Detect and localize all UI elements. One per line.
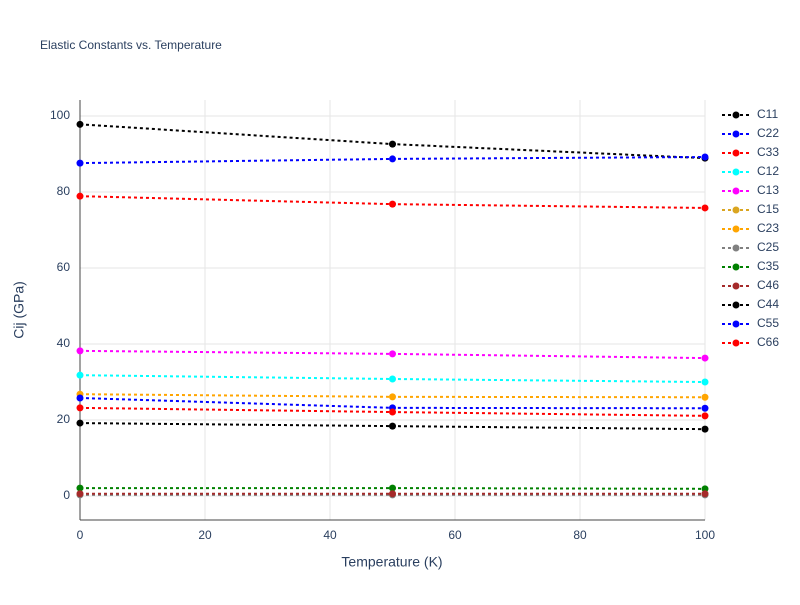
x-tick-label: 100 xyxy=(695,528,715,542)
y-tick-label: 20 xyxy=(57,412,71,426)
data-point xyxy=(76,371,84,379)
data-point xyxy=(389,490,396,498)
legend-label: C15 xyxy=(757,202,779,216)
y-tick-label: 80 xyxy=(57,184,71,198)
x-tick-label: 20 xyxy=(198,528,212,542)
legend-label: C11 xyxy=(757,107,778,121)
x-axis-label: Temperature (K) xyxy=(341,554,442,570)
data-point xyxy=(389,140,396,148)
data-point xyxy=(701,204,709,212)
legend-marker xyxy=(732,282,740,290)
x-tick-label: 80 xyxy=(573,528,587,542)
x-tick-label: 0 xyxy=(77,528,84,542)
legend-label: C23 xyxy=(757,221,779,235)
data-point xyxy=(76,394,84,402)
y-tick-label: 40 xyxy=(57,336,71,350)
data-point xyxy=(701,490,709,498)
data-point xyxy=(701,404,709,412)
legend-marker xyxy=(732,111,740,119)
data-point xyxy=(701,378,709,386)
data-point xyxy=(701,354,709,362)
legend-item[interactable]: C15 xyxy=(722,202,779,216)
legend-marker xyxy=(732,206,740,214)
y-tick-label: 0 xyxy=(63,488,70,502)
legend-marker xyxy=(732,244,740,252)
legend-marker xyxy=(732,339,740,347)
legend-label: C55 xyxy=(757,316,779,330)
data-point xyxy=(76,347,84,355)
y-tick-label: 60 xyxy=(57,260,71,274)
legend-marker xyxy=(732,149,740,157)
data-point xyxy=(76,159,84,167)
data-point xyxy=(389,393,396,401)
legend-label: C66 xyxy=(757,335,779,349)
data-point xyxy=(76,490,84,498)
legend-marker xyxy=(732,168,740,176)
legend-item[interactable]: C46 xyxy=(722,278,779,292)
data-point xyxy=(701,485,709,493)
legend-item[interactable]: C55 xyxy=(722,316,779,330)
legend-marker xyxy=(732,225,740,233)
data-point xyxy=(701,393,709,401)
legend-item[interactable]: C33 xyxy=(722,145,779,159)
legend-marker xyxy=(732,301,740,309)
data-point xyxy=(76,192,84,200)
y-axis-label: Cij (GPa) xyxy=(11,281,27,339)
legend-label: C12 xyxy=(757,164,779,178)
legend-label: C46 xyxy=(757,278,779,292)
legend-item[interactable]: C44 xyxy=(722,297,779,311)
data-point xyxy=(389,155,396,163)
legend-item[interactable]: C23 xyxy=(722,221,779,235)
legend-item[interactable]: C66 xyxy=(722,335,779,349)
legend-item[interactable]: C13 xyxy=(722,183,779,197)
data-point xyxy=(389,375,396,383)
legend-item[interactable]: C25 xyxy=(722,240,779,254)
data-point xyxy=(389,200,396,208)
legend-marker xyxy=(732,263,740,271)
chart-title: Elastic Constants vs. Temperature xyxy=(40,38,222,52)
legend-label: C13 xyxy=(757,183,779,197)
x-tick-label: 40 xyxy=(323,528,337,542)
legend-label: C25 xyxy=(757,240,779,254)
legend-item[interactable]: C11 xyxy=(722,107,778,121)
data-point xyxy=(76,484,84,492)
legend-label: C35 xyxy=(757,259,779,273)
data-point xyxy=(76,404,84,412)
data-point xyxy=(389,408,396,416)
data-point xyxy=(701,425,709,433)
legend-label: C44 xyxy=(757,297,779,311)
legend-marker xyxy=(732,187,740,195)
data-point xyxy=(76,120,84,128)
legend-marker xyxy=(732,320,740,328)
legend-item[interactable]: C35 xyxy=(722,259,779,273)
data-point xyxy=(76,419,84,427)
data-point xyxy=(701,153,709,161)
legend-item[interactable]: C22 xyxy=(722,126,779,140)
x-tick-label: 60 xyxy=(448,528,462,542)
y-tick-label: 100 xyxy=(50,108,70,122)
legend-label: C22 xyxy=(757,126,779,140)
legend-item[interactable]: C12 xyxy=(722,164,779,178)
legend-label: C33 xyxy=(757,145,779,159)
legend-marker xyxy=(732,130,740,138)
data-point xyxy=(389,484,396,492)
data-point xyxy=(701,412,709,420)
data-point xyxy=(389,422,396,430)
data-point xyxy=(389,350,396,358)
